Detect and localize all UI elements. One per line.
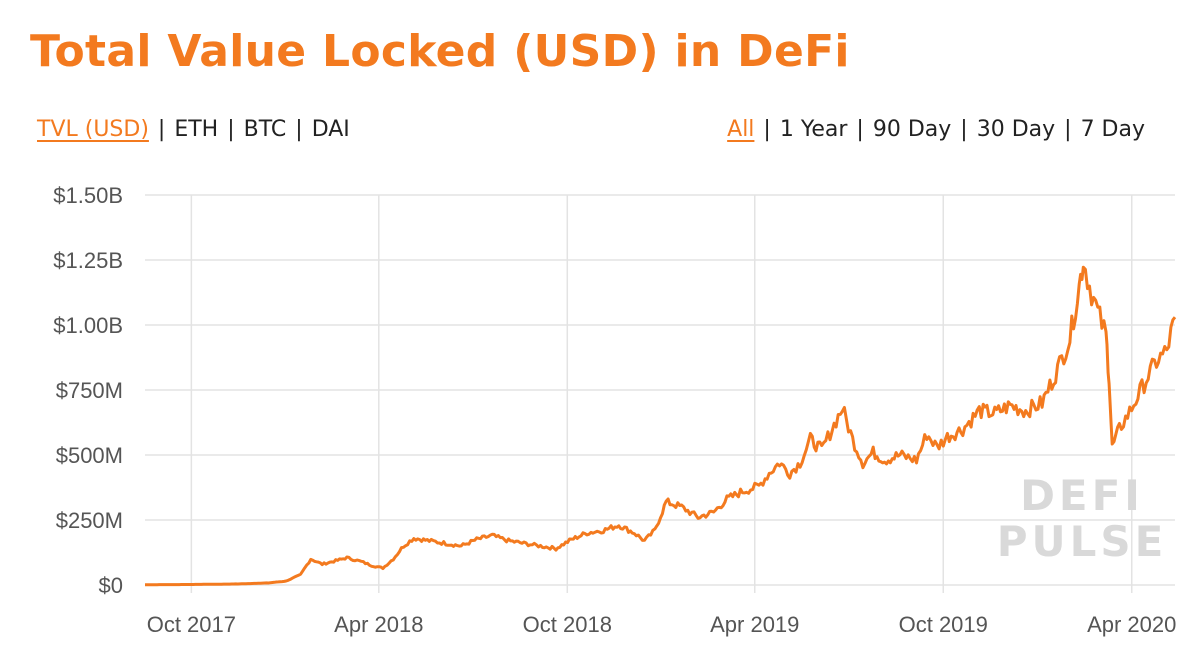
separator: |: [157, 117, 166, 142]
separator: |: [227, 117, 235, 142]
page-title: Total Value Locked (USD) in DeFi: [30, 26, 850, 77]
y-tick-label: $750M: [56, 378, 123, 403]
y-axis: $0 $250M $500M $750M $1.00B $1.25B $1.50B: [53, 183, 123, 598]
y-tick-label: $250M: [56, 508, 123, 533]
metric-option-dai[interactable]: DAI: [311, 117, 350, 142]
x-tick-label: Oct 2017: [147, 612, 236, 637]
tvl-series-line: [145, 265, 1177, 587]
x-tick-label: Apr 2020: [1087, 612, 1176, 637]
range-option-90-day[interactable]: 90 Day: [872, 117, 952, 142]
separator: |: [763, 117, 771, 142]
separator: |: [295, 117, 303, 142]
defi-pulse-watermark: DEFI PULSE: [997, 471, 1168, 566]
range-selector: All | 1 Year | 90 Day | 30 Day | 7 Day: [727, 117, 1145, 142]
x-tick-label: Oct 2019: [899, 612, 988, 637]
separator: |: [1064, 117, 1072, 142]
metric-option-btc[interactable]: BTC: [243, 117, 287, 142]
x-tick-label: Apr 2019: [710, 612, 799, 637]
metric-selector: TVL (USD) | ETH | BTC | DAI: [37, 117, 350, 142]
separator: |: [856, 117, 864, 142]
metric-option-eth[interactable]: ETH: [174, 117, 219, 142]
separator: |: [960, 117, 968, 142]
range-option-30-day[interactable]: 30 Day: [976, 117, 1056, 142]
x-tick-label: Apr 2018: [334, 612, 423, 637]
y-tick-label: $1.00B: [53, 313, 123, 338]
y-tick-label: $1.50B: [53, 183, 123, 208]
x-axis: Oct 2017 Apr 2018 Oct 2018 Apr 2019 Oct 2019…: [147, 612, 1177, 637]
chart-grid: [145, 194, 1175, 593]
watermark-line2: PULSE: [997, 517, 1168, 566]
y-tick-label: $1.25B: [53, 248, 123, 273]
range-option-1-year[interactable]: 1 Year: [779, 117, 848, 142]
y-tick-label: $500M: [56, 443, 123, 468]
y-tick-label: $0: [99, 573, 123, 598]
range-option-all[interactable]: All: [727, 117, 755, 142]
x-tick-label: Oct 2018: [523, 612, 612, 637]
range-option-7-day[interactable]: 7 Day: [1080, 117, 1145, 142]
watermark-line1: DEFI: [1020, 471, 1144, 520]
series-group: [145, 265, 1177, 587]
metric-option-tvl-usd[interactable]: TVL (USD): [37, 117, 149, 142]
